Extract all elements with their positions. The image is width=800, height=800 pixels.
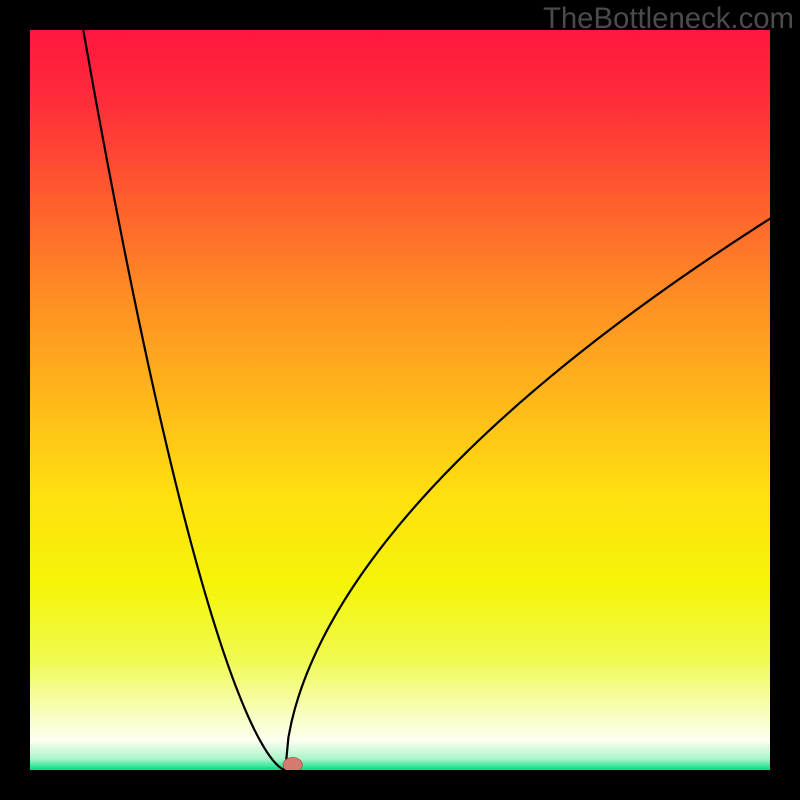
optimal-point-marker [283,757,302,770]
gradient-background [30,30,770,770]
plot-area [30,30,770,770]
watermark-text: TheBottleneck.com [543,2,794,36]
chart-svg [30,30,770,770]
